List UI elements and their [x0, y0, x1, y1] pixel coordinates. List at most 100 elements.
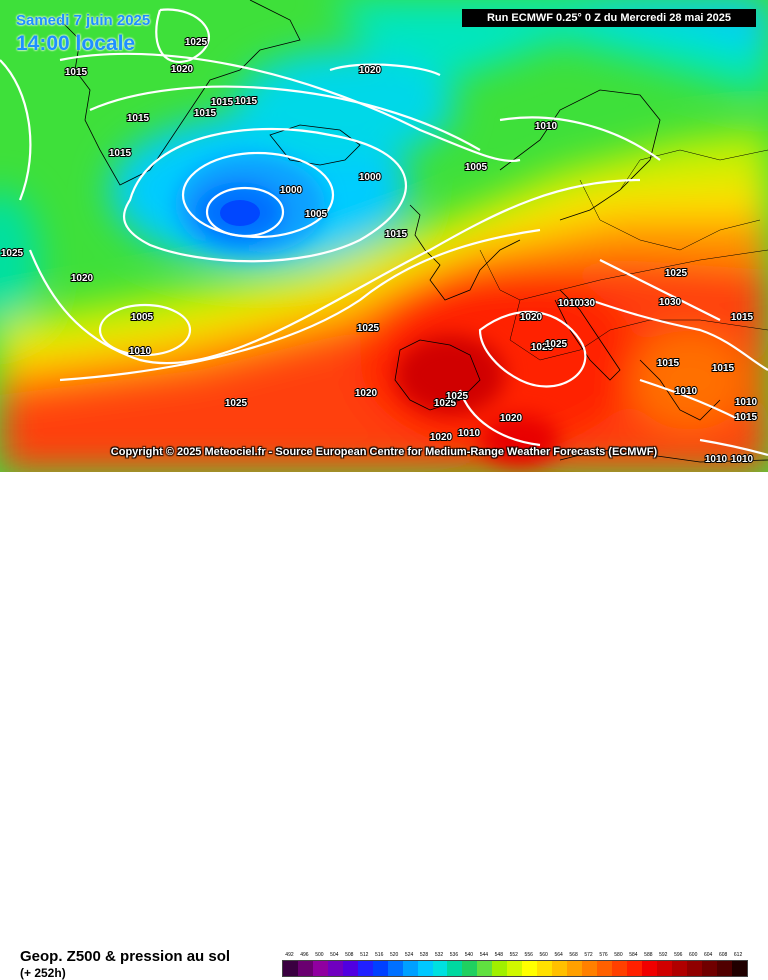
isobar-lines: [0, 8, 768, 457]
legend-swatch: [297, 961, 313, 976]
legend-swatch: [656, 961, 672, 976]
isobar-label: 1020: [359, 65, 382, 76]
isobar-label: 1005: [305, 209, 328, 220]
legend-value: 496: [300, 952, 309, 958]
legend-swatch: [597, 961, 612, 976]
legend-swatch: [342, 961, 358, 976]
isobar-label: 1030: [659, 297, 682, 308]
legend-value: 600: [689, 952, 698, 958]
legend-swatch: [462, 961, 478, 976]
legend-value: 572: [584, 952, 593, 958]
legend-value: 508: [345, 952, 354, 958]
isobar-label: 1025: [185, 37, 208, 48]
forecast-date: Samedi 7 juin 2025: [16, 12, 151, 29]
isobar-label: 1025: [665, 268, 688, 279]
isobar-label: 1015: [235, 96, 258, 107]
isobar-label: 1015: [194, 108, 217, 119]
legend-swatch: [447, 961, 463, 976]
isobar-label: 1010: [731, 454, 754, 465]
legend-value: 576: [599, 952, 608, 958]
isobar-label: 1015: [127, 113, 150, 124]
forecast-range: (+ 252h): [20, 966, 66, 980]
isobar-label: 1015: [385, 229, 408, 240]
legend-labels: 492 496 500 504 508 512 516 520 524 528 532 536 540 5…: [282, 952, 748, 958]
legend-value: 584: [629, 952, 638, 958]
legend-swatch: [357, 961, 373, 976]
isobar-label: 1010: [558, 298, 581, 309]
isobar-label: 1020: [71, 273, 94, 284]
isobar-label: 1015: [211, 97, 234, 108]
legend-swatch: [432, 961, 448, 976]
legend-swatch: [686, 961, 702, 976]
isobar-label: 1015: [712, 363, 735, 374]
isobar-label: 1000: [280, 185, 303, 196]
legend-swatch: [716, 961, 732, 976]
legend-swatch: [327, 961, 343, 976]
isobar-label: 1025: [531, 342, 554, 353]
copyright-notice: Copyright © 2025 Meteociel.fr - Source E…: [110, 446, 658, 458]
legend-value: 500: [315, 952, 324, 958]
legend-value: 540: [464, 952, 474, 958]
legend-swatch: [372, 961, 388, 976]
legend-swatch: [626, 961, 642, 976]
legend-value: 516: [375, 952, 384, 958]
legend-value: 568: [569, 952, 578, 958]
isobar-label: 1010: [735, 397, 758, 408]
legend-swatch: [387, 961, 403, 976]
legend-value: 520: [389, 952, 399, 958]
legend-color-bar: [282, 960, 748, 977]
legend-value: 504: [330, 952, 339, 958]
isobar-label: 1030: [573, 298, 596, 309]
isobar-label: 1015: [657, 358, 680, 369]
legend-value: 512: [360, 952, 369, 958]
isobar-label: 1025: [225, 398, 248, 409]
legend-value: 536: [449, 952, 459, 958]
isobar-label: 1015: [65, 67, 88, 78]
isobar-label: 1025: [446, 391, 469, 402]
isobar-label: 1020: [500, 413, 523, 424]
geopotential-shading: [0, 0, 768, 472]
field-title: Geop. Z500 & pression au sol: [20, 948, 231, 965]
legend-value: 580: [614, 952, 623, 958]
legend-value: 564: [554, 952, 563, 958]
legend-swatch: [507, 961, 523, 976]
model-run-info: Run ECMWF 0.25° 0 Z du Mercredi 28 mai 2…: [462, 9, 756, 27]
legend-value: 524: [404, 952, 414, 958]
legend-swatch: [492, 961, 508, 976]
legend-swatch: [641, 961, 657, 976]
isobar-label: 1005: [465, 162, 488, 173]
legend-swatch: [522, 961, 538, 976]
isobar-label: 1010: [129, 346, 152, 357]
legend-value: 528: [419, 952, 429, 958]
legend-value: 612: [733, 952, 743, 958]
isobar-label: 1010: [458, 428, 481, 439]
legend-swatch: [537, 961, 553, 976]
legend-swatch: [701, 961, 717, 976]
legend-value: 548: [494, 952, 503, 958]
country-borders: [479, 149, 768, 361]
isobar-label: 1015: [735, 412, 758, 423]
isobar-label: 1005: [131, 312, 154, 323]
legend-swatch: [417, 961, 433, 976]
forecast-time: 14:00 locale: [16, 32, 136, 55]
isobar-label: 1025: [545, 339, 568, 350]
legend-value: 604: [703, 952, 713, 958]
legend-swatch: [283, 961, 298, 976]
legend-value: 588: [644, 952, 653, 958]
legend-swatch: [567, 961, 583, 976]
legend-swatch: [671, 961, 687, 976]
isobar-label: 1025: [357, 323, 380, 334]
isobar-label: 1020: [355, 388, 378, 399]
legend-swatch: [582, 961, 598, 976]
isobar-label: 1010: [705, 454, 728, 465]
isobar-label: 1015: [731, 312, 754, 323]
legend-value: 596: [674, 952, 683, 958]
isobar-label: 1020: [171, 64, 194, 75]
isobar-label: 1025: [1, 248, 24, 259]
legend-swatch: [402, 961, 418, 976]
legend-swatch: [477, 961, 493, 976]
isobar-label: 1025: [434, 398, 457, 409]
legend-value: 556: [524, 952, 533, 958]
